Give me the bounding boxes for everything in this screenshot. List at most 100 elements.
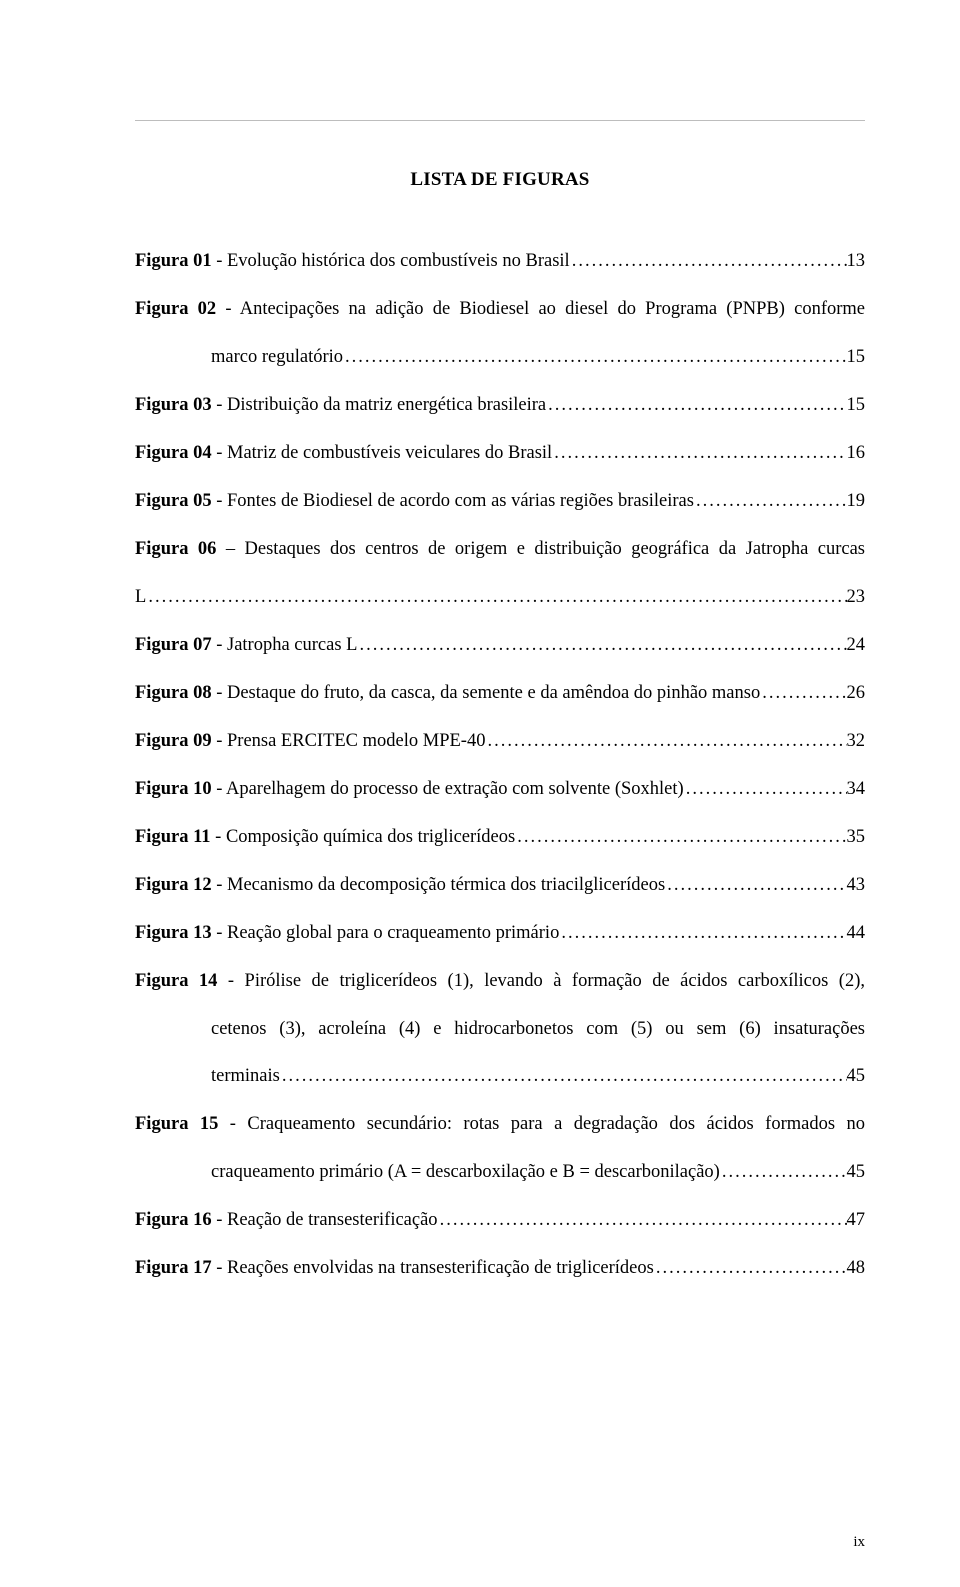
toc-line: Figura 17 - Reações envolvidas na transe…	[135, 1256, 865, 1281]
figure-desc: craqueamento primário (A = descarboxilaç…	[211, 1162, 720, 1182]
dot-leader: ........................................…	[343, 345, 846, 370]
figure-desc: L	[135, 587, 146, 607]
figure-label: Figura 17	[135, 1258, 212, 1278]
toc-line: Figura 11 - Composição química dos trigl…	[135, 825, 865, 850]
toc-text: Figura 08 - Destaque do fruto, da casca,…	[135, 681, 760, 706]
toc-pageno: 45	[847, 1160, 866, 1185]
page-number: ix	[853, 1534, 865, 1551]
toc-entry: Figura 10 - Aparelhagem do processo de e…	[135, 777, 865, 802]
dot-leader: ........................................…	[694, 489, 847, 514]
figure-desc: terminais	[211, 1066, 280, 1086]
figure-label: Figura 09	[135, 731, 212, 751]
toc-entry: Figura 01 - Evolução histórica dos combu…	[135, 249, 865, 274]
toc-text: Figura 09 - Prensa ERCITEC modelo MPE-40	[135, 729, 485, 754]
toc-pageno: 19	[847, 489, 866, 514]
dot-leader: ........................................…	[760, 681, 846, 706]
toc-pageno: 32	[847, 729, 866, 754]
dot-leader: ........................................…	[515, 825, 846, 850]
toc-text: L	[135, 585, 146, 610]
figure-desc: - Aparelhagem do processo de extração co…	[212, 779, 684, 799]
toc-text: terminais	[211, 1064, 280, 1089]
toc-text: Figura 04 - Matriz de combustíveis veicu…	[135, 441, 552, 466]
toc-line: Figura 06 – Destaques dos centros de ori…	[135, 537, 865, 562]
toc-entry: Figura 15 - Craqueamento secundário: rot…	[135, 1112, 865, 1185]
toc-pageno: 48	[847, 1256, 866, 1281]
figure-desc: - Craqueamento secundário: rotas para a …	[218, 1114, 865, 1134]
toc-pageno: 34	[847, 777, 866, 802]
figure-label: Figura 07	[135, 635, 212, 655]
toc-text: Figura 07 - Jatropha curcas L	[135, 633, 357, 658]
toc-text: craqueamento primário (A = descarboxilaç…	[211, 1160, 720, 1185]
toc-line: craqueamento primário (A = descarboxilaç…	[135, 1160, 865, 1185]
toc-entry: Figura 02 - Antecipações na adição de Bi…	[135, 297, 865, 370]
figure-desc: - Destaque do fruto, da casca, da sement…	[212, 683, 761, 703]
toc-pageno: 26	[847, 681, 866, 706]
figure-label: Figura 12	[135, 875, 212, 895]
toc-text: Figura 01 - Evolução histórica dos combu…	[135, 249, 570, 274]
figure-label: Figura 11	[135, 827, 211, 847]
toc-text: Figura 10 - Aparelhagem do processo de e…	[135, 777, 684, 802]
top-rule	[135, 120, 865, 121]
figure-desc: - Reação global para o craqueamento prim…	[212, 923, 560, 943]
toc-line: Figura 04 - Matriz de combustíveis veicu…	[135, 441, 865, 466]
toc-text: Figura 05 - Fontes de Biodiesel de acord…	[135, 489, 694, 514]
toc-pageno: 16	[847, 441, 866, 466]
toc-line: Figura 08 - Destaque do fruto, da casca,…	[135, 681, 865, 706]
figure-desc: - Mecanismo da decomposição térmica dos …	[212, 875, 666, 895]
toc-pageno: 13	[847, 249, 866, 274]
toc-entry: Figura 13 - Reação global para o craquea…	[135, 921, 865, 946]
toc-entry: Figura 03 - Distribuição da matriz energ…	[135, 393, 865, 418]
toc-line: marco regulatório.......................…	[135, 345, 865, 370]
figure-desc: - Jatropha curcas L	[212, 635, 358, 655]
figure-label: Figura 04	[135, 443, 212, 463]
dot-leader: ........................................…	[546, 393, 846, 418]
toc-entry: Figura 07 - Jatropha curcas L...........…	[135, 633, 865, 658]
toc-entry: Figura 04 - Matriz de combustíveis veicu…	[135, 441, 865, 466]
figure-desc: – Destaques dos centros de origem e dist…	[216, 539, 865, 559]
figure-desc: - Matriz de combustíveis veiculares do B…	[212, 443, 553, 463]
figure-label: Figura 13	[135, 923, 212, 943]
toc-text: Figura 16 - Reação de transesterificação	[135, 1208, 438, 1233]
toc-pageno: 15	[847, 345, 866, 370]
toc-text: Figura 17 - Reações envolvidas na transe…	[135, 1256, 654, 1281]
toc-pageno: 23	[847, 585, 866, 610]
figure-desc: - Evolução histórica dos combustíveis no…	[212, 251, 570, 271]
toc-pageno: 35	[847, 825, 866, 850]
toc-line: Figura 01 - Evolução histórica dos combu…	[135, 249, 865, 274]
dot-leader: ........................................…	[559, 921, 846, 946]
toc-line: Figura 12 - Mecanismo da decomposição té…	[135, 873, 865, 898]
toc-entry: Figura 08 - Destaque do fruto, da casca,…	[135, 681, 865, 706]
toc-entry: Figura 05 - Fontes de Biodiesel de acord…	[135, 489, 865, 514]
dot-leader: ........................................…	[552, 441, 846, 466]
toc-entry: Figura 14 - Pirólise de triglicerídeos (…	[135, 969, 865, 1090]
toc-line: Figura 02 - Antecipações na adição de Bi…	[135, 297, 865, 322]
toc-entry: Figura 16 - Reação de transesterificação…	[135, 1208, 865, 1233]
toc-line: Figura 16 - Reação de transesterificação…	[135, 1208, 865, 1233]
dot-leader: ........................................…	[438, 1208, 847, 1233]
toc-line: Figura 15 - Craqueamento secundário: rot…	[135, 1112, 865, 1137]
toc-line: Figura 07 - Jatropha curcas L...........…	[135, 633, 865, 658]
dot-leader: ........................................…	[665, 873, 846, 898]
toc-line: cetenos (3), acroleína (4) e hidrocarbon…	[135, 1017, 865, 1042]
toc-text: Figura 13 - Reação global para o craquea…	[135, 921, 559, 946]
figure-label: Figura 06	[135, 539, 216, 559]
toc-text: Figura 11 - Composição química dos trigl…	[135, 825, 515, 850]
dot-leader: ........................................…	[357, 633, 846, 658]
toc-pageno: 24	[847, 633, 866, 658]
toc-pageno: 44	[847, 921, 866, 946]
toc-entry: Figura 12 - Mecanismo da decomposição té…	[135, 873, 865, 898]
figure-label: Figura 01	[135, 251, 212, 271]
figure-label: Figura 15	[135, 1114, 218, 1134]
toc-line: Figura 14 - Pirólise de triglicerídeos (…	[135, 969, 865, 994]
figure-label: Figura 08	[135, 683, 212, 703]
figure-desc: - Distribuição da matriz energética bras…	[212, 395, 547, 415]
figure-desc: - Reações envolvidas na transesterificaç…	[212, 1258, 654, 1278]
toc-line: Figura 13 - Reação global para o craquea…	[135, 921, 865, 946]
toc-pageno: 47	[847, 1208, 866, 1233]
toc-entry: Figura 17 - Reações envolvidas na transe…	[135, 1256, 865, 1281]
dot-leader: ........................................…	[720, 1160, 847, 1185]
dot-leader: ........................................…	[146, 585, 846, 610]
dot-leader: ........................................…	[654, 1256, 847, 1281]
page-title: LISTA DE FIGURAS	[135, 169, 865, 191]
toc-line: Figura 05 - Fontes de Biodiesel de acord…	[135, 489, 865, 514]
